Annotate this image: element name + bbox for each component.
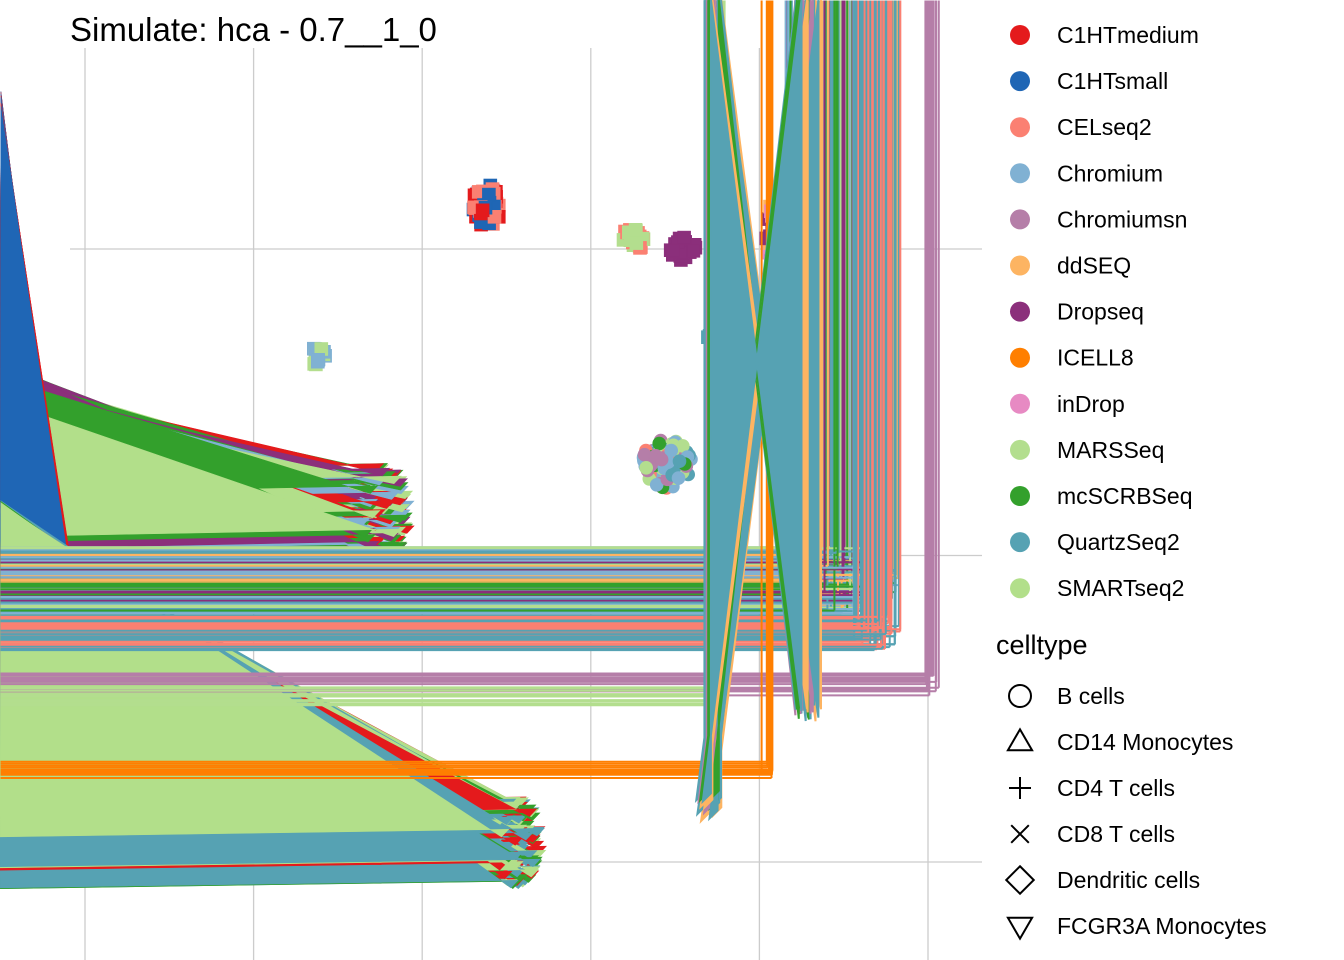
shape-legend-item: CD14 Monocytes bbox=[1006, 727, 1233, 755]
legend-label: QuartzSeq2 bbox=[1057, 529, 1180, 555]
data-point bbox=[0, 0, 880, 622]
shape-legend-item: B cells bbox=[1008, 683, 1125, 709]
legend-label: C1HTmedium bbox=[1057, 22, 1199, 48]
color-legend: C1HTmedium C1HTsmall CELseq2 Chromium Chromi… bbox=[1010, 22, 1199, 601]
data-point bbox=[0, 0, 872, 648]
data-point bbox=[665, 243, 680, 258]
legend-item: ddSEQ bbox=[1010, 253, 1131, 279]
shape-legend-title: celltype bbox=[996, 630, 1088, 660]
data-point bbox=[0, 0, 874, 625]
data-point bbox=[671, 471, 686, 485]
legend-item: inDrop bbox=[1010, 391, 1125, 417]
chart-title: Simulate: hca - 0.7__1_0 bbox=[70, 11, 437, 48]
legend-label: SMARTseq2 bbox=[1057, 575, 1184, 601]
shape-legend: B cells CD14 Monocytes CD4 T cells CD8 T ce… bbox=[1004, 683, 1267, 941]
data-point bbox=[0, 0, 836, 612]
legend-label: ICELL8 bbox=[1057, 345, 1134, 371]
legend-item: mcSCRBSeq bbox=[1010, 483, 1192, 509]
legend-label: inDrop bbox=[1057, 391, 1125, 417]
legend-swatch bbox=[1010, 71, 1030, 92]
shape-legend-glyph bbox=[1006, 916, 1034, 941]
data-point bbox=[654, 452, 669, 467]
data-point bbox=[701, 0, 803, 805]
shape-legend-label: FCGR3A Monocytes bbox=[1057, 913, 1267, 939]
data-point bbox=[672, 454, 687, 469]
legend-item: QuartzSeq2 bbox=[1010, 529, 1180, 555]
legend-swatch bbox=[1010, 301, 1030, 322]
shape-legend-item: CD4 T cells bbox=[1009, 775, 1175, 801]
shape-legend-label: CD4 T cells bbox=[1057, 775, 1175, 801]
data-point bbox=[686, 244, 701, 258]
shape-legend-glyph bbox=[1006, 727, 1034, 752]
shape-legend-item: CD8 T cells bbox=[1010, 821, 1175, 847]
legend-label: MARSSeq bbox=[1057, 437, 1164, 463]
shape-legend-label: B cells bbox=[1057, 683, 1125, 709]
data-point bbox=[0, 508, 510, 838]
legend-label: ddSEQ bbox=[1057, 253, 1131, 279]
shape-legend-label: CD14 Monocytes bbox=[1057, 729, 1233, 755]
legend-swatch bbox=[1010, 347, 1030, 368]
data-point bbox=[652, 436, 667, 451]
legend-swatch bbox=[1010, 439, 1030, 460]
legend-item: Chromiumsn bbox=[1010, 206, 1187, 232]
data-point bbox=[0, 0, 887, 636]
shape-legend-item: FCGR3A Monocytes bbox=[1006, 913, 1267, 941]
data-point bbox=[639, 460, 654, 475]
legend-label: C1HTsmall bbox=[1057, 68, 1168, 94]
legend-swatch bbox=[1010, 25, 1030, 45]
shape-legend-label: Dendritic cells bbox=[1057, 867, 1200, 893]
legend-label: Chromiumsn bbox=[1057, 206, 1187, 232]
legend-item: C1HTmedium bbox=[1010, 22, 1199, 48]
data-point bbox=[482, 187, 496, 202]
legend-item: Chromium bbox=[1010, 160, 1163, 186]
data-point bbox=[0, 0, 934, 676]
legend-label: mcSCRBSeq bbox=[1057, 483, 1192, 509]
legend-item: SMARTseq2 bbox=[1010, 575, 1184, 601]
legend-item: ICELL8 bbox=[1010, 345, 1134, 371]
legend-item: C1HTsmall bbox=[1010, 68, 1168, 94]
legend-item: MARSSeq bbox=[1010, 437, 1164, 463]
data-point bbox=[649, 477, 664, 492]
legend-swatch bbox=[1010, 163, 1030, 184]
data-point bbox=[0, 0, 840, 554]
data-point bbox=[310, 354, 325, 369]
legend-label: Dropseq bbox=[1057, 299, 1144, 325]
data-point bbox=[0, 0, 938, 683]
data-point bbox=[0, 0, 928, 686]
shape-legend-glyph bbox=[1004, 864, 1036, 896]
shape-legend-label: CD8 T cells bbox=[1057, 821, 1175, 847]
legend-label: CELseq2 bbox=[1057, 114, 1152, 140]
legend-item: Dropseq bbox=[1010, 299, 1144, 325]
legend-swatch bbox=[1010, 532, 1030, 553]
shape-legend-item: Dendritic cells bbox=[1004, 864, 1200, 896]
scatter-points bbox=[0, 0, 940, 890]
data-point bbox=[677, 230, 691, 245]
legend-swatch bbox=[1010, 393, 1030, 414]
legend-label: Chromium bbox=[1057, 160, 1163, 186]
data-point bbox=[629, 236, 644, 250]
shape-legend-glyph bbox=[1009, 777, 1031, 799]
legend-item: CELseq2 bbox=[1010, 114, 1152, 140]
data-point bbox=[0, 0, 851, 559]
shape-legend-glyph bbox=[1010, 824, 1030, 844]
shape-legend-glyph bbox=[1008, 684, 1032, 708]
legend-swatch bbox=[1010, 486, 1030, 506]
legend-swatch bbox=[1010, 255, 1030, 276]
data-point bbox=[0, 0, 885, 646]
data-point bbox=[475, 203, 490, 218]
legend-swatch bbox=[1010, 117, 1030, 138]
legend-swatch bbox=[1010, 578, 1030, 599]
legend-swatch bbox=[1010, 209, 1030, 230]
